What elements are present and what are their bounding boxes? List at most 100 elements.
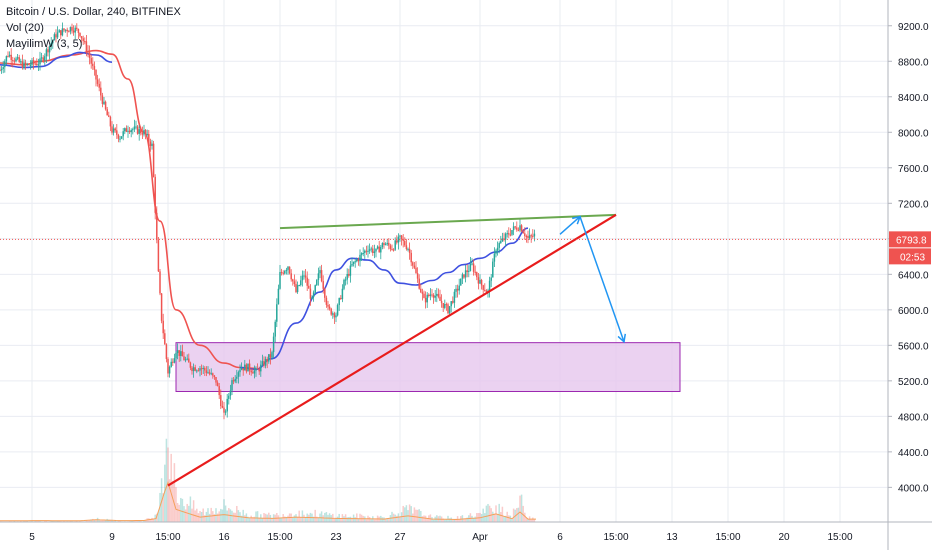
symbol-title[interactable]: Bitcoin / U.S. Dollar, 240, BITFINEX	[6, 6, 181, 18]
volume-bar	[530, 519, 532, 522]
volume-bar	[268, 512, 270, 522]
candle-body	[341, 288, 344, 300]
candle-body	[40, 57, 43, 59]
candle-body	[367, 250, 369, 252]
candle-body	[306, 277, 308, 286]
candle-body	[524, 233, 526, 236]
candle-body	[452, 301, 454, 303]
volume-bar	[373, 519, 376, 522]
volume-bar	[95, 520, 97, 522]
candle-body	[191, 367, 193, 372]
y-tick-label: 5600.0	[898, 341, 929, 352]
volume-bar	[429, 514, 432, 522]
volume-bar	[253, 516, 256, 522]
candle-body	[501, 238, 504, 242]
custom-indicator-label[interactable]: MayilimW (3, 5)	[6, 38, 83, 50]
x-tick-label: 15:00	[603, 532, 628, 543]
candle-body	[512, 226, 515, 231]
volume-bar	[240, 515, 243, 522]
candle-body	[440, 300, 443, 304]
candle-body	[151, 143, 153, 146]
candle-body	[413, 265, 416, 268]
volume-bar	[276, 512, 278, 522]
chart-legend: Bitcoin / U.S. Dollar, 240, BITFINEX Vol…	[6, 4, 181, 52]
candle-body	[384, 244, 387, 246]
volume-bar	[312, 516, 315, 522]
candle-body	[143, 129, 145, 135]
candle-body	[400, 235, 403, 240]
candle-body	[186, 358, 188, 360]
candle-body	[196, 370, 198, 372]
candle-body	[229, 390, 232, 396]
candle-body	[167, 358, 169, 374]
volume-bar	[180, 497, 182, 522]
volume-bar	[220, 508, 222, 522]
volume-bar	[533, 518, 536, 522]
candle-body	[242, 368, 244, 371]
volume-bar	[280, 518, 283, 522]
volume-bar	[300, 516, 302, 522]
candle-body	[402, 239, 404, 241]
candle-body	[119, 138, 121, 140]
candle-body	[365, 250, 368, 252]
volume-bar	[423, 515, 425, 522]
candle-body	[453, 291, 456, 303]
x-tick-label: 9	[109, 532, 115, 543]
candle-body	[127, 130, 129, 132]
volume-bar	[58, 520, 60, 522]
demand-zone-rect	[175, 342, 681, 392]
volume-bar	[314, 509, 316, 522]
volume-bar	[421, 516, 424, 522]
volume-bar	[287, 515, 289, 522]
volume-bar	[13, 520, 16, 522]
candle-body	[226, 398, 228, 412]
candle-body	[354, 261, 356, 263]
volume-bar	[476, 513, 478, 522]
volume-bar	[349, 516, 352, 522]
candle-body	[301, 275, 304, 281]
candle-body	[285, 269, 288, 272]
x-tick-label: 15:00	[827, 532, 852, 543]
candle-body	[252, 372, 254, 374]
candle-body	[308, 285, 310, 289]
candle-body	[136, 126, 139, 134]
candle-body	[228, 395, 230, 399]
volume-bar	[304, 517, 307, 522]
candle-body	[424, 297, 427, 303]
candle-body	[509, 234, 512, 236]
y-tick-label: 8400.0	[898, 93, 929, 104]
volume-bar	[469, 513, 472, 522]
candle-body	[455, 288, 457, 292]
time-axis-background	[0, 522, 932, 550]
candle-body	[324, 288, 326, 298]
volume-bar	[152, 519, 155, 522]
volume-bar	[444, 519, 446, 522]
volume-bar	[90, 519, 92, 522]
candle-body	[383, 242, 385, 245]
candle-body	[221, 406, 224, 408]
candle-body	[304, 275, 307, 278]
volume-bar	[143, 520, 145, 522]
candle-body	[445, 304, 448, 306]
volume-bar	[503, 516, 505, 522]
candle-body	[232, 380, 235, 382]
moving-average-layer	[0, 49, 529, 371]
candle-body	[266, 358, 268, 362]
candle-body	[93, 66, 96, 70]
candle-body	[255, 368, 257, 371]
volume-bar	[85, 520, 88, 522]
volume-indicator-label[interactable]: Vol (20)	[6, 22, 44, 34]
volume-bar	[480, 513, 483, 522]
volume-bar	[162, 493, 164, 522]
volume-bar	[210, 507, 212, 522]
candle-body	[520, 225, 523, 232]
candle-body	[290, 273, 292, 280]
candle-body	[8, 54, 11, 57]
candle-body	[466, 270, 468, 272]
volume-bar	[504, 515, 507, 522]
candle-body	[29, 64, 32, 66]
resistance-trendline	[279, 213, 617, 230]
candle-body	[448, 306, 451, 314]
volume-bar	[284, 516, 286, 522]
